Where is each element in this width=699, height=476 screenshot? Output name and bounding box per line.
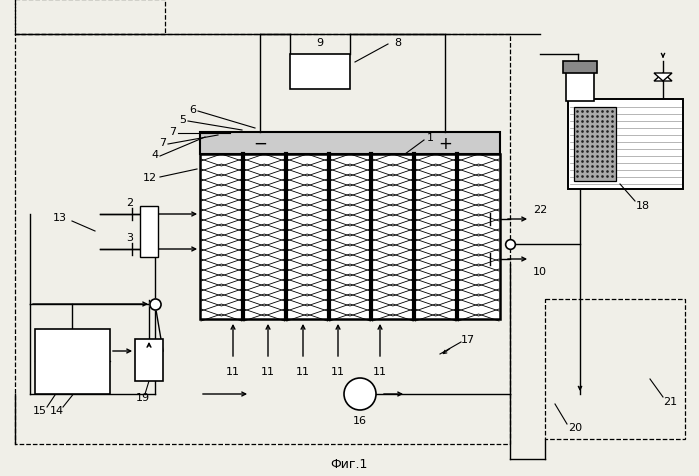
Text: 11: 11 — [373, 366, 387, 376]
Bar — [200, 133, 500, 155]
Bar — [574, 108, 616, 182]
Text: −: − — [253, 135, 267, 153]
Text: 11: 11 — [331, 366, 345, 376]
Text: 11: 11 — [296, 366, 310, 376]
Text: 14: 14 — [50, 405, 64, 415]
Bar — [566, 72, 594, 102]
Text: 13: 13 — [53, 213, 67, 223]
Circle shape — [344, 378, 376, 410]
Polygon shape — [654, 74, 672, 82]
Text: 15: 15 — [33, 405, 47, 415]
Bar — [135, 339, 163, 381]
Text: 6: 6 — [189, 105, 196, 115]
Bar — [15, 0, 165, 35]
Bar — [545, 299, 685, 439]
Text: 18: 18 — [636, 200, 650, 210]
Text: 16: 16 — [353, 415, 367, 425]
Text: 19: 19 — [136, 392, 150, 402]
Bar — [15, 35, 510, 444]
Text: 4: 4 — [152, 149, 159, 159]
Text: 3: 3 — [127, 232, 134, 242]
Text: 7: 7 — [169, 127, 177, 137]
Text: 17: 17 — [461, 334, 475, 344]
Text: 20: 20 — [568, 422, 582, 432]
Text: Фиг.1: Фиг.1 — [331, 457, 368, 470]
Bar — [35, 329, 110, 394]
Text: 11: 11 — [261, 366, 275, 376]
Text: 8: 8 — [394, 38, 401, 48]
Text: 7: 7 — [159, 138, 166, 148]
Text: +: + — [438, 135, 452, 153]
Text: 1: 1 — [426, 133, 433, 143]
Bar — [200, 155, 500, 319]
Text: 2: 2 — [127, 198, 134, 208]
Polygon shape — [654, 74, 672, 82]
Text: 22: 22 — [533, 205, 547, 215]
Text: 11: 11 — [226, 366, 240, 376]
Bar — [568, 100, 683, 189]
Text: 5: 5 — [180, 115, 187, 125]
Bar — [290, 55, 350, 90]
Text: 10: 10 — [533, 267, 547, 277]
Text: 9: 9 — [317, 38, 324, 48]
Text: 12: 12 — [143, 173, 157, 183]
Bar — [140, 207, 158, 258]
Bar — [563, 62, 597, 74]
Text: 21: 21 — [663, 396, 677, 406]
